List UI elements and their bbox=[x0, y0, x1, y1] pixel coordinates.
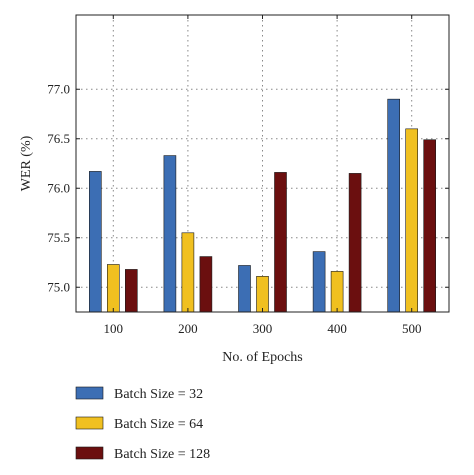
x-tick-label: 200 bbox=[178, 321, 198, 336]
bar-1-300 bbox=[238, 265, 251, 313]
bar-3-500 bbox=[423, 139, 437, 313]
bar-1-200 bbox=[163, 155, 177, 313]
y-axis-label: WER (%) bbox=[19, 135, 34, 191]
y-tick-label: 76.0 bbox=[47, 180, 70, 195]
x-tick-label: 400 bbox=[327, 321, 347, 336]
bar-3-400 bbox=[348, 173, 362, 313]
bars-group bbox=[89, 98, 437, 313]
x-axis-ticks: 100 200 300 400 500 bbox=[104, 15, 422, 336]
y-tick-label: 77.0 bbox=[47, 81, 70, 96]
legend-label-1: Batch Size = 32 bbox=[114, 387, 203, 402]
legend: Batch Size = 32 Batch Size = 64 Batch Size… bbox=[75, 386, 210, 462]
bar-2-100 bbox=[107, 264, 120, 313]
legend-label-2: Batch Size = 64 bbox=[114, 417, 203, 432]
bar-2-400 bbox=[330, 271, 344, 313]
bar-2-300 bbox=[256, 276, 269, 313]
y-tick-label: 75.5 bbox=[47, 230, 70, 245]
x-axis-label: No. of Epochs bbox=[222, 350, 303, 365]
bar-3-200 bbox=[199, 256, 213, 313]
legend-swatch-2 bbox=[75, 416, 104, 430]
legend-swatch-1 bbox=[75, 386, 104, 400]
bar-1-400 bbox=[312, 251, 326, 313]
y-tick-label: 76.5 bbox=[47, 131, 70, 146]
legend-label-3: Batch Size = 128 bbox=[114, 447, 210, 462]
y-axis-ticks: 75.0 75.5 76.0 76.5 77.0 bbox=[47, 81, 449, 294]
x-tick-label: 300 bbox=[253, 321, 273, 336]
legend-swatch-3 bbox=[75, 446, 104, 460]
bar-1-500 bbox=[387, 98, 401, 313]
y-tick-label: 75.0 bbox=[47, 279, 70, 294]
x-tick-label: 100 bbox=[104, 321, 124, 336]
bar-2-500 bbox=[405, 128, 419, 313]
bar-3-300 bbox=[274, 172, 287, 313]
bar-2-200 bbox=[181, 232, 195, 313]
bar-1-100 bbox=[89, 171, 102, 313]
x-tick-label: 500 bbox=[402, 321, 422, 336]
bar-3-100 bbox=[125, 269, 138, 313]
